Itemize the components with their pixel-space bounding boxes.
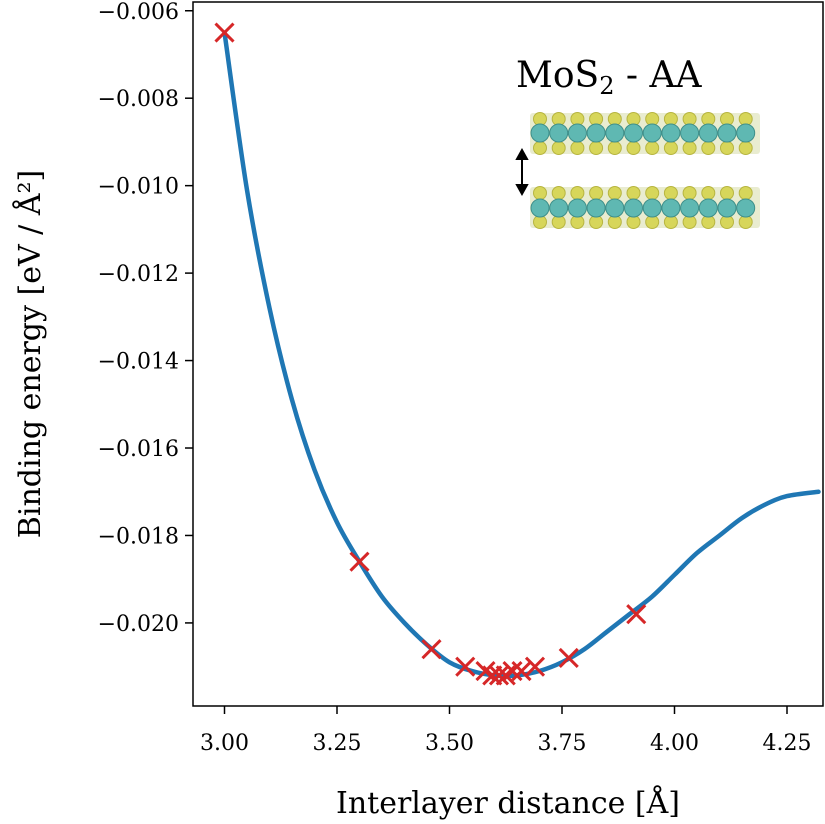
y-tick-label: −0.014 bbox=[98, 350, 179, 375]
sulfur-atom bbox=[701, 141, 716, 155]
molybdenum-atom bbox=[661, 123, 681, 143]
molybdenum-atom bbox=[736, 198, 756, 218]
sulfur-atom bbox=[626, 141, 641, 155]
sulfur-atom bbox=[645, 141, 660, 155]
sulfur-atom bbox=[738, 186, 753, 200]
sulfur-atom bbox=[551, 186, 566, 200]
y-axis-ticks: −0.006 −0.008 −0.010 −0.012 −0.014 −0.016 −0.0… bbox=[98, 0, 193, 637]
sulfur-atom bbox=[663, 186, 678, 200]
interlayer-arrow-icon bbox=[515, 147, 529, 197]
sulfur-atom bbox=[720, 186, 734, 200]
molybdenum-atom bbox=[624, 198, 643, 218]
sulfur-atom bbox=[738, 141, 753, 155]
molybdenum-atom bbox=[586, 123, 606, 143]
y-tick-label: −0.006 bbox=[98, 0, 179, 25]
sulfur-atom bbox=[551, 141, 566, 155]
data-point bbox=[214, 22, 235, 43]
molybdenum-atom bbox=[680, 198, 700, 218]
x-tick-label: 3.50 bbox=[425, 731, 474, 756]
structure-inset: MoS2 - AA bbox=[515, 55, 760, 229]
molybdenum-atom bbox=[680, 123, 700, 143]
data-markers bbox=[214, 22, 647, 686]
molybdenum-atom bbox=[530, 123, 550, 143]
molybdenum-atom bbox=[736, 123, 756, 143]
sulfur-atom bbox=[589, 186, 604, 200]
y-tick-label: −0.018 bbox=[98, 524, 179, 549]
plot-area bbox=[192, 1, 824, 707]
y-tick-label: −0.016 bbox=[98, 437, 179, 462]
molybdenum-atom bbox=[530, 198, 550, 218]
sulfur-atom bbox=[589, 141, 604, 155]
sulfur-atom bbox=[645, 186, 660, 200]
x-tick-label: 3.00 bbox=[200, 731, 249, 756]
y-tick-label: −0.012 bbox=[98, 262, 179, 287]
inset-title-rest: - AA bbox=[614, 55, 702, 96]
sulfur-atom bbox=[607, 186, 622, 200]
sulfur-atom bbox=[682, 186, 697, 200]
sulfur-atom bbox=[626, 186, 641, 200]
molybdenum-atom bbox=[624, 123, 643, 143]
molybdenum-atom bbox=[605, 198, 625, 218]
sulfur-atom bbox=[701, 186, 716, 200]
sulfur-atom bbox=[682, 141, 697, 155]
data-point bbox=[455, 656, 476, 677]
data-point bbox=[488, 665, 510, 686]
x-tick-label: 4.25 bbox=[763, 731, 812, 756]
y-tick-label: −0.008 bbox=[98, 87, 179, 112]
sulfur-atom bbox=[533, 186, 547, 200]
molybdenum-atom bbox=[549, 198, 569, 218]
sulfur-atom bbox=[607, 141, 622, 155]
data-point bbox=[524, 656, 546, 677]
molybdenum-atom bbox=[642, 123, 662, 143]
molybdenum-atom bbox=[567, 198, 587, 218]
inset-title-subscript: 2 bbox=[599, 72, 614, 100]
molybdenum-atom bbox=[717, 198, 737, 218]
data-point bbox=[511, 660, 532, 682]
molybdenum-atom bbox=[549, 123, 569, 143]
molybdenum-atom bbox=[717, 123, 737, 143]
y-tick-label: −0.010 bbox=[98, 175, 179, 200]
molybdenum-atom bbox=[661, 198, 681, 218]
x-tick-label: 3.75 bbox=[538, 731, 587, 756]
data-point bbox=[502, 660, 523, 682]
x-tick-label: 4.00 bbox=[650, 731, 699, 756]
sulfur-atom bbox=[570, 141, 585, 155]
sulfur-atom bbox=[720, 141, 734, 155]
mos2-layers bbox=[530, 112, 760, 229]
data-point bbox=[626, 604, 647, 625]
x-axis-label: Interlayer distance [Å] bbox=[336, 785, 680, 821]
sulfur-atom bbox=[533, 141, 547, 155]
x-tick-label: 3.25 bbox=[313, 731, 362, 756]
data-point bbox=[349, 551, 370, 572]
y-axis-label: Binding energy [eV / Å²] bbox=[12, 170, 48, 538]
inset-title: MoS2 - AA bbox=[516, 55, 703, 100]
molybdenum-atom bbox=[698, 198, 718, 218]
sulfur-atom bbox=[570, 186, 585, 200]
inset-title-main: MoS bbox=[516, 55, 599, 96]
data-point bbox=[421, 639, 442, 660]
x-axis-ticks: 3.00 3.25 3.50 3.75 4.00 4.25 bbox=[200, 706, 811, 756]
molybdenum-atom bbox=[605, 123, 625, 143]
sulfur-atom bbox=[663, 141, 678, 155]
molybdenum-atom bbox=[567, 123, 587, 143]
data-point bbox=[558, 647, 579, 668]
molybdenum-atom bbox=[586, 198, 606, 218]
molybdenum-atom bbox=[698, 123, 718, 143]
y-tick-label: −0.020 bbox=[98, 612, 179, 637]
molybdenum-atom bbox=[642, 198, 662, 218]
